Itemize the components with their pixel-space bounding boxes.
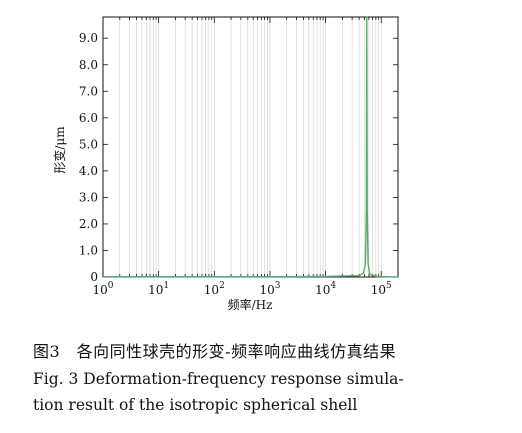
x-tick-label: 105 [371, 281, 392, 297]
response-curve [103, 16, 399, 278]
x-tick-labels: 100 101 102 103 104 105 [92, 281, 392, 297]
figure-caption-english-line-1: Fig. 3 Deformation-frequency response si… [33, 370, 404, 388]
y-tick-label: 6.0 [79, 111, 98, 125]
x-tick-label: 100 [92, 281, 113, 297]
y-tick-label: 3.0 [79, 190, 98, 204]
y-tick-label: 0 [90, 270, 98, 284]
x-tick-label: 103 [259, 281, 280, 297]
x-axis-title: 频率/Hz [228, 297, 273, 312]
axis-ticks [102, 17, 399, 278]
y-tick-label: 1.0 [79, 243, 98, 257]
x-minor-grid [119, 17, 382, 277]
y-tick-label: 9.0 [79, 31, 98, 45]
deformation-frequency-chart: 01.02.03.04.05.06.07.08.09.0 100 101 102 10… [52, 16, 399, 312]
y-tick-label: 8.0 [79, 58, 98, 72]
y-tick-label: 5.0 [79, 137, 98, 151]
x-tick-label: 104 [315, 281, 336, 297]
y-tick-label: 2.0 [79, 217, 98, 231]
x-tick-label: 101 [148, 281, 169, 297]
y-tick-label: 7.0 [79, 84, 98, 98]
y-axis-title: 形变/μm [52, 126, 67, 174]
series-layer [103, 16, 399, 278]
figure-caption-english-line-2: tion result of the isotropic spherical s… [33, 396, 358, 414]
y-tick-labels: 0 1.0 2.0 3.0 4.0 5.0 6.0 7.0 8.0 9.0 [79, 31, 98, 284]
plot-frame [102, 16, 399, 278]
x-tick-label: 102 [204, 281, 225, 297]
y-tick-label: 4.0 [79, 164, 98, 178]
figure-caption-chinese: 图3 各向同性球壳的形变-频率响应曲线仿真结果 [33, 342, 397, 361]
